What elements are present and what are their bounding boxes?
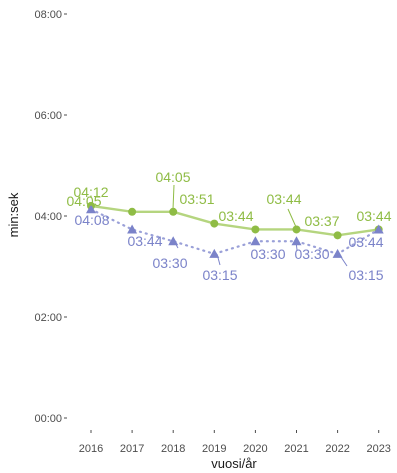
series-1-point <box>169 207 178 216</box>
data-label: 03:51 <box>179 191 214 207</box>
data-label: 04:05 <box>66 193 101 209</box>
label-leader <box>172 184 175 210</box>
data-label: 03:30 <box>152 255 187 271</box>
label-leader <box>173 240 179 249</box>
x-tick-label: 2016 <box>79 443 103 455</box>
y-tick-label: 06:00 <box>34 110 62 122</box>
data-label: 03:15 <box>348 267 383 283</box>
series-1-point <box>292 225 301 234</box>
label-leader <box>287 208 297 228</box>
x-axis-title: vuosi/år <box>211 456 257 471</box>
y-axis-title: min:sek <box>6 192 21 237</box>
series-2-point <box>373 224 384 234</box>
series-2-point <box>209 248 220 258</box>
data-label: 03:30 <box>250 246 285 262</box>
x-axis: 2016 2017 2018 2019 2020 2021 2022 2023 <box>79 430 391 455</box>
data-label: 03:44 <box>266 191 301 207</box>
data-label: 04:05 <box>155 169 190 185</box>
x-tick-label: 2021 <box>284 443 308 455</box>
series-2-point <box>291 236 302 246</box>
series-2-point <box>250 236 261 246</box>
y-axis: 00:00 02:00 04:00 06:00 08:00 <box>34 9 67 425</box>
x-tick-label: 2017 <box>120 443 144 455</box>
series-1-point <box>128 207 137 216</box>
series-1-point <box>210 219 219 228</box>
data-label: 03:37 <box>304 213 339 229</box>
x-tick-label: 2022 <box>325 443 349 455</box>
series-1-line <box>90 204 379 237</box>
x-tick-label: 2018 <box>161 443 185 455</box>
series-1-point <box>251 225 260 234</box>
data-label: 04:08 <box>74 212 109 228</box>
y-tick-label: 08:00 <box>34 9 62 21</box>
data-label: 03:15 <box>202 267 237 283</box>
x-tick-label: 2020 <box>243 443 267 455</box>
y-tick-label: 00:00 <box>34 413 62 425</box>
series-2-point <box>86 204 96 214</box>
label-leader <box>338 253 348 267</box>
series-1-point <box>333 231 342 240</box>
series-2-point <box>127 224 138 234</box>
y-tick-label: 02:00 <box>34 312 62 324</box>
x-tick-label: 2023 <box>366 443 390 455</box>
data-label: 04:12 <box>73 184 108 200</box>
data-label: 03:44 <box>127 233 162 249</box>
data-label: 03:44 <box>218 208 253 224</box>
data-label: 03:30 <box>294 246 329 262</box>
label-leader <box>216 253 221 266</box>
series-2-line <box>89 208 380 255</box>
y-tick-label: 04:00 <box>34 211 62 223</box>
x-tick-label: 2019 <box>202 443 226 455</box>
label-leader <box>295 240 298 251</box>
series-layer <box>86 201 384 258</box>
data-label: 03:44 <box>356 208 391 224</box>
data-label: 03:44 <box>348 234 383 250</box>
